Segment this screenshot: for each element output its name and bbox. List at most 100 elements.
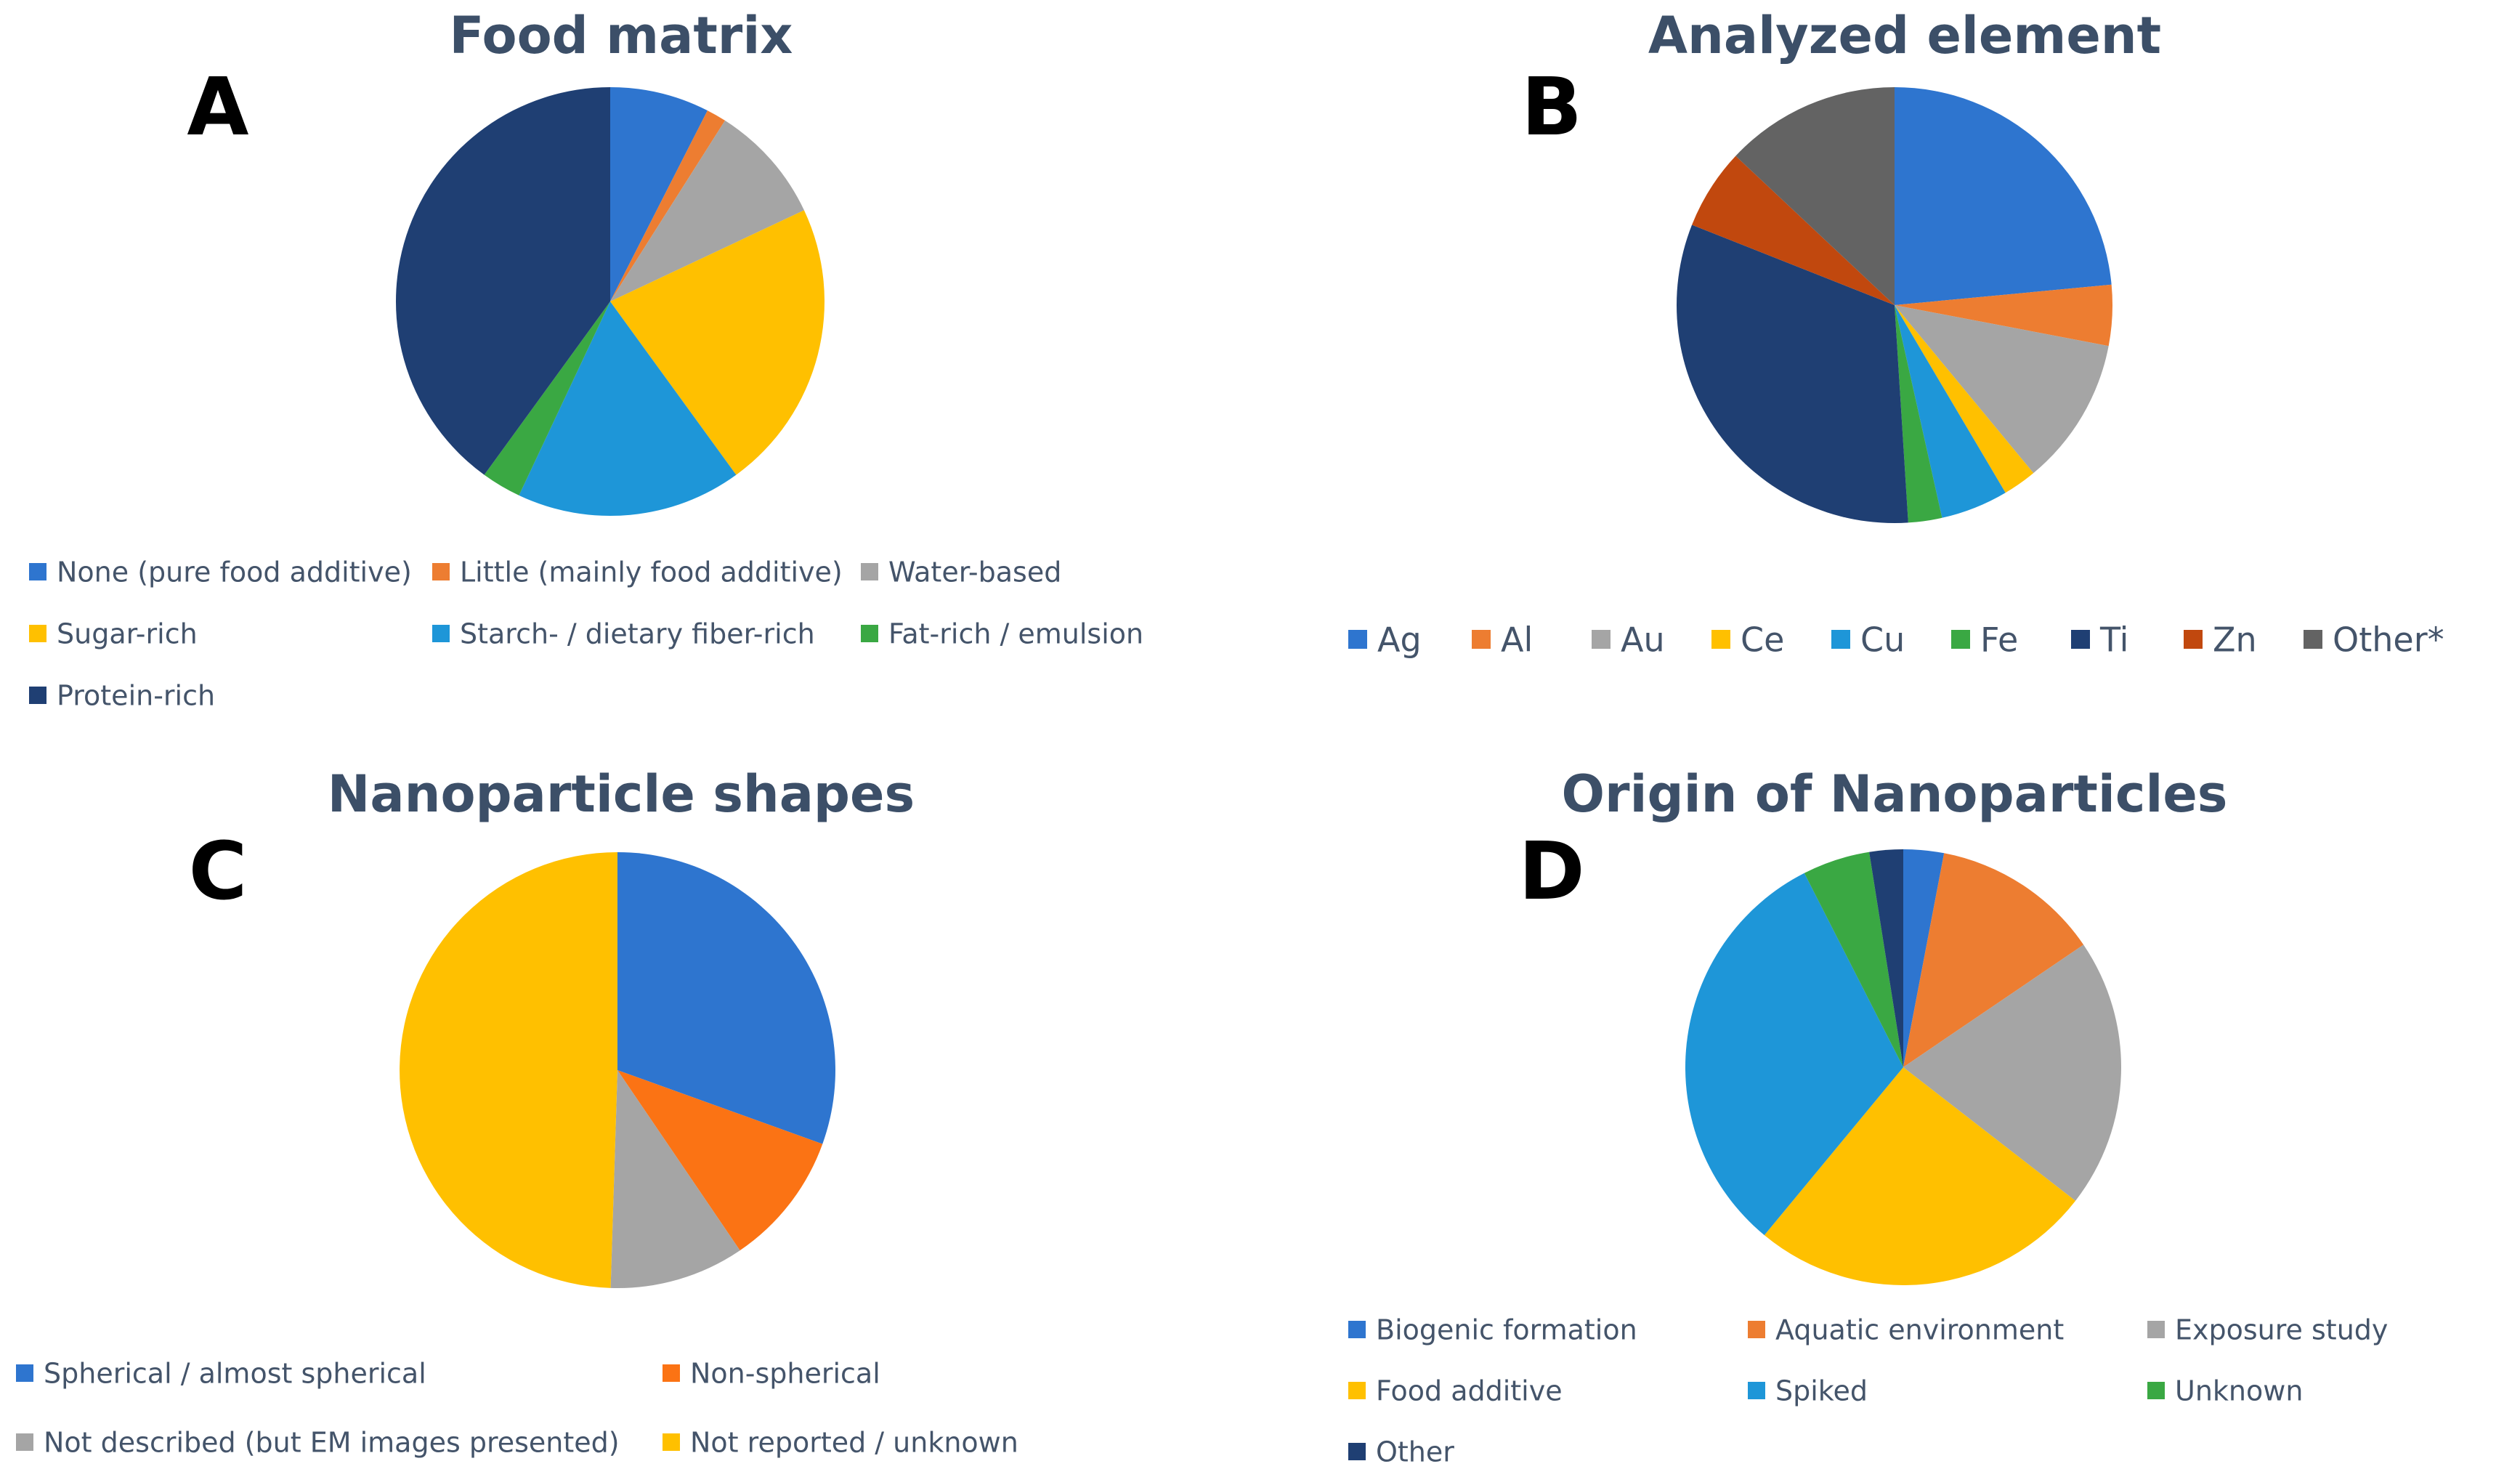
panel-a-letter: A: [187, 60, 248, 153]
legend-item: Other*: [2304, 620, 2444, 660]
legend-label: Not described (but EM images presented): [44, 1427, 620, 1459]
legend-swatch: [861, 563, 878, 580]
legend-item: Water-based: [861, 557, 1061, 588]
legend-label: Cu: [1860, 620, 1905, 660]
pie-slice-aquatic-environment: [1903, 853, 2084, 1067]
panel-b-title: Analyzed element: [1648, 6, 2161, 65]
legend-item: Starch- / dietary fiber-rich: [432, 618, 815, 650]
legend-swatch: [663, 1433, 680, 1451]
pie-slice-spherical-almost-spherical: [617, 852, 835, 1144]
legend-item: Sugar-rich: [29, 618, 198, 650]
legend-swatch: [16, 1433, 33, 1451]
legend-swatch: [1348, 1443, 1366, 1460]
panel-c-title: Nanoparticle shapes: [328, 764, 915, 824]
legend-label: Other*: [2333, 620, 2444, 660]
pie-slice-biogenic-formation: [1903, 849, 1945, 1067]
panel-a-title: Food matrix: [450, 6, 793, 65]
legend-item: Non-spherical: [663, 1358, 880, 1390]
pie-slice-none-pure-food-additive: [610, 87, 708, 302]
legend-label: Al: [1501, 620, 1533, 660]
pie-slice-fat-rich-emulsion: [484, 302, 610, 495]
legend-label: Unknown: [2175, 1375, 2303, 1407]
legend-swatch: [1348, 630, 1367, 649]
legend-label: Ce: [1741, 620, 1784, 660]
legend-swatch: [16, 1364, 33, 1382]
pie-slice-ag: [1895, 87, 2112, 305]
pie-slice-food-additive: [1764, 1067, 2076, 1285]
legend-a: None (pure food additive) Little (mainly …: [29, 557, 1143, 712]
pie-slice-exposure-study: [1903, 944, 2122, 1201]
legend-item: Ag: [1348, 620, 1422, 660]
legend-label: Protein-rich: [57, 680, 215, 712]
legend-item: Spherical / almost spherical: [16, 1358, 426, 1390]
legend-swatch: [2304, 630, 2322, 649]
pie-chart-b: [1677, 87, 2113, 524]
legend-label: Little (mainly food additive): [460, 557, 843, 588]
legend-item: Protein-rich: [29, 680, 215, 712]
legend-item: Al: [1472, 620, 1533, 660]
pie-slice-zn: [1692, 155, 1895, 305]
legend-swatch: [2184, 630, 2203, 649]
legend-item: Zn: [2184, 620, 2257, 660]
pie-slice-spiked: [1685, 873, 1903, 1236]
pie-slice-ce: [1895, 305, 2034, 493]
legend-label: None (pure food additive): [57, 557, 412, 588]
pie-slice-fe: [1895, 305, 1942, 523]
legend-swatch: [663, 1364, 680, 1382]
legend-label: Fat-rich / emulsion: [888, 618, 1143, 650]
legend-swatch: [29, 687, 46, 704]
legend-swatch: [1472, 630, 1491, 649]
legend-label: Au: [1621, 620, 1665, 660]
legend-item: Biogenic formation: [1348, 1314, 1637, 1346]
legend-c: Spherical / almost spherical Non-spherica…: [16, 1358, 1018, 1459]
legend-label: Other: [1376, 1436, 1454, 1468]
legend-label: Ti: [2099, 620, 2128, 660]
legend-b: Ag Al Au Ce Cu Fe Ti Zn Other*: [1348, 620, 2444, 660]
legend-swatch: [2147, 1382, 2165, 1399]
legend-item: Fe: [1951, 620, 2018, 660]
legend-label: Sugar-rich: [57, 618, 198, 650]
pie-slice-au: [1895, 305, 2109, 474]
legend-label: Zn: [2213, 620, 2257, 660]
panel-c: Nanoparticle shapes C Spherical / almost…: [16, 764, 1018, 1459]
legend-item: Not described (but EM images presented): [16, 1427, 620, 1459]
panel-b-letter: B: [1521, 60, 1582, 153]
pie-slice-unknown: [1804, 851, 1903, 1067]
pie-slice-al: [1895, 284, 2113, 347]
panel-d: Origin of Nanoparticles D Biogenic forma…: [1348, 764, 2388, 1468]
legend-item: Au: [1592, 620, 1665, 660]
legend-label: Ag: [1377, 620, 1422, 660]
legend-swatch: [1711, 630, 1730, 649]
pie-slice-little-mainly-food-additive: [610, 110, 726, 302]
legend-item: Aquatic environment: [1748, 1314, 2064, 1346]
legend-label: Aquatic environment: [1775, 1314, 2064, 1346]
legend-item: Food additive: [1348, 1375, 1563, 1407]
legend-item: Spiked: [1748, 1375, 1868, 1407]
panel-d-letter: D: [1518, 825, 1584, 918]
pie-chart-a: [395, 87, 825, 516]
legend-label: Food additive: [1376, 1375, 1563, 1407]
pie-slice-sugar-rich: [610, 210, 825, 475]
legend-item: Cu: [1831, 620, 1905, 660]
legend-label: Spiked: [1775, 1375, 1868, 1407]
legend-swatch: [1592, 630, 1611, 649]
legend-swatch: [29, 563, 46, 580]
legend-item: Ce: [1711, 620, 1784, 660]
pie-slice-starch-dietary-fiber-rich: [519, 302, 737, 516]
pie-chart-c: [400, 852, 835, 1288]
legend-label: Non-spherical: [690, 1358, 880, 1390]
legend-swatch: [1348, 1382, 1366, 1399]
pie-slice-not-described-but-em-images-presented: [610, 1070, 740, 1288]
legend-label: Not reported / unknown: [690, 1427, 1018, 1459]
legend-label: Water-based: [888, 557, 1061, 588]
legend-item: Little (mainly food additive): [432, 557, 843, 588]
pie-slice-non-spherical: [617, 1070, 823, 1251]
legend-item: Ti: [2071, 620, 2128, 660]
legend-item: Unknown: [2147, 1375, 2303, 1407]
panel-d-title: Origin of Nanoparticles: [1562, 764, 2228, 824]
legend-item: None (pure food additive): [29, 557, 412, 588]
pie-slice-other: [1735, 87, 1895, 305]
legend-label: Exposure study: [2175, 1314, 2388, 1346]
legend-item: Other: [1348, 1436, 1454, 1468]
